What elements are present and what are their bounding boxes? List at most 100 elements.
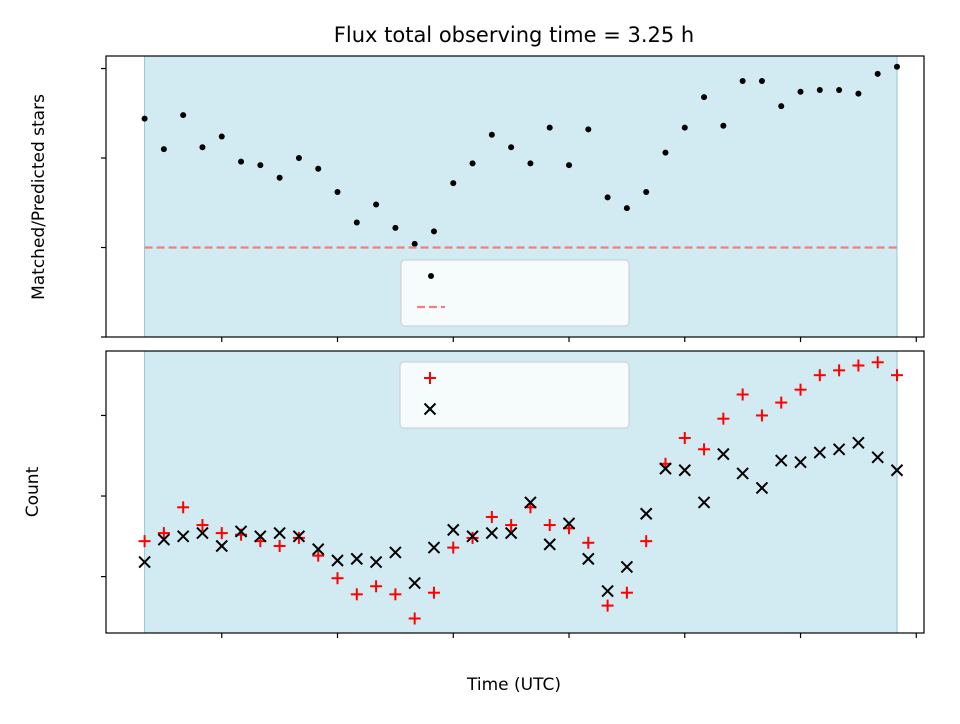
data-point: [466, 531, 479, 544]
data-point-b: [176, 530, 190, 543]
data-point-b: [601, 584, 614, 598]
data-point: [543, 538, 556, 551]
data-point: [643, 189, 650, 196]
data-point: [698, 443, 711, 456]
bottom-x-axis-label: Time (UTC): [466, 675, 561, 695]
data-point-b: [447, 523, 460, 537]
data-point-b: [504, 526, 518, 540]
data-point: [447, 523, 460, 537]
data-point: [623, 205, 630, 212]
data-point: [466, 530, 479, 543]
top-y-axis-label: Matched/Predicted stars: [29, 94, 49, 300]
data-point-b: [157, 533, 171, 546]
data-point: [389, 588, 402, 601]
data-point: [758, 78, 765, 85]
data-point: [157, 533, 171, 546]
data-point-b: [794, 455, 807, 469]
data-point: [254, 530, 267, 543]
data-point: [177, 501, 190, 514]
data-point: [408, 576, 421, 590]
data-point: [215, 527, 228, 540]
data-point: [640, 535, 653, 548]
legend-marker: [423, 402, 437, 416]
data-point-b: [890, 464, 904, 477]
data-point: [292, 530, 306, 543]
legend-box: [400, 259, 630, 327]
legend-box: [399, 361, 630, 429]
data-point: [816, 87, 823, 94]
data-point-b: [736, 467, 749, 480]
data-point-b: [331, 554, 344, 567]
data-point: [836, 87, 843, 94]
bottom-y-axis-label: Count: [23, 466, 43, 517]
data-point: [408, 612, 421, 625]
data-point: [524, 496, 537, 509]
legend: [400, 259, 630, 327]
data-point: [890, 464, 904, 477]
data-point: [141, 115, 148, 122]
data-point: [312, 549, 325, 562]
data-point-b: [485, 526, 499, 540]
data-point: [292, 531, 305, 544]
data-point: [639, 507, 653, 520]
data-point-b: [582, 552, 595, 566]
data-point: [450, 180, 457, 187]
data-point: [794, 455, 807, 469]
data-point: [739, 78, 746, 85]
data-point: [582, 552, 595, 566]
data-point-b: [273, 526, 286, 540]
data-point: [505, 519, 518, 532]
data-point: [720, 122, 727, 129]
data-point-b: [292, 530, 306, 543]
data-point-b: [234, 525, 248, 538]
data-point: [582, 536, 595, 549]
data-point: [199, 144, 206, 151]
data-point: [832, 443, 846, 456]
data-point: [566, 162, 573, 169]
data-point: [855, 90, 862, 97]
bottom-panel: [101, 350, 925, 638]
data-point: [755, 409, 768, 422]
legend: [399, 361, 630, 429]
data-point: [485, 526, 499, 540]
data-point: [373, 201, 380, 208]
data-point: [215, 539, 228, 553]
data-point: [427, 541, 441, 554]
data-point-b: [697, 496, 711, 509]
data-point: [717, 412, 730, 425]
data-point-b: [659, 462, 672, 475]
data-point: [701, 94, 708, 101]
data-point: [411, 240, 418, 247]
axes-frame: [105, 350, 925, 634]
data-point-b: [254, 530, 267, 543]
data-point: [778, 103, 785, 110]
data-point: [893, 63, 900, 70]
data-point: [736, 467, 749, 480]
data-point: [238, 158, 245, 165]
series-predicted-stars: [138, 436, 904, 598]
data-point: [794, 383, 807, 396]
data-point: [295, 155, 302, 162]
data-point: [504, 526, 518, 540]
data-point: [180, 112, 187, 119]
data-point: [717, 447, 730, 461]
data-point: [620, 560, 634, 574]
data-point: [604, 194, 611, 201]
data-point: [196, 519, 209, 532]
data-point: [813, 446, 827, 459]
data-point: [312, 542, 325, 556]
data-point: [775, 396, 788, 409]
data-point: [176, 530, 190, 543]
legend-marker: [424, 372, 436, 384]
data-point-b: [466, 530, 479, 543]
data-point: [196, 526, 209, 540]
data-point-b: [408, 576, 421, 590]
data-point: [350, 588, 363, 601]
data-point-b: [813, 446, 827, 459]
data-point: [546, 124, 553, 131]
data-point-b: [524, 496, 537, 509]
legend-marker-b: [423, 402, 437, 416]
data-point: [620, 586, 633, 599]
data-point: [697, 496, 711, 509]
